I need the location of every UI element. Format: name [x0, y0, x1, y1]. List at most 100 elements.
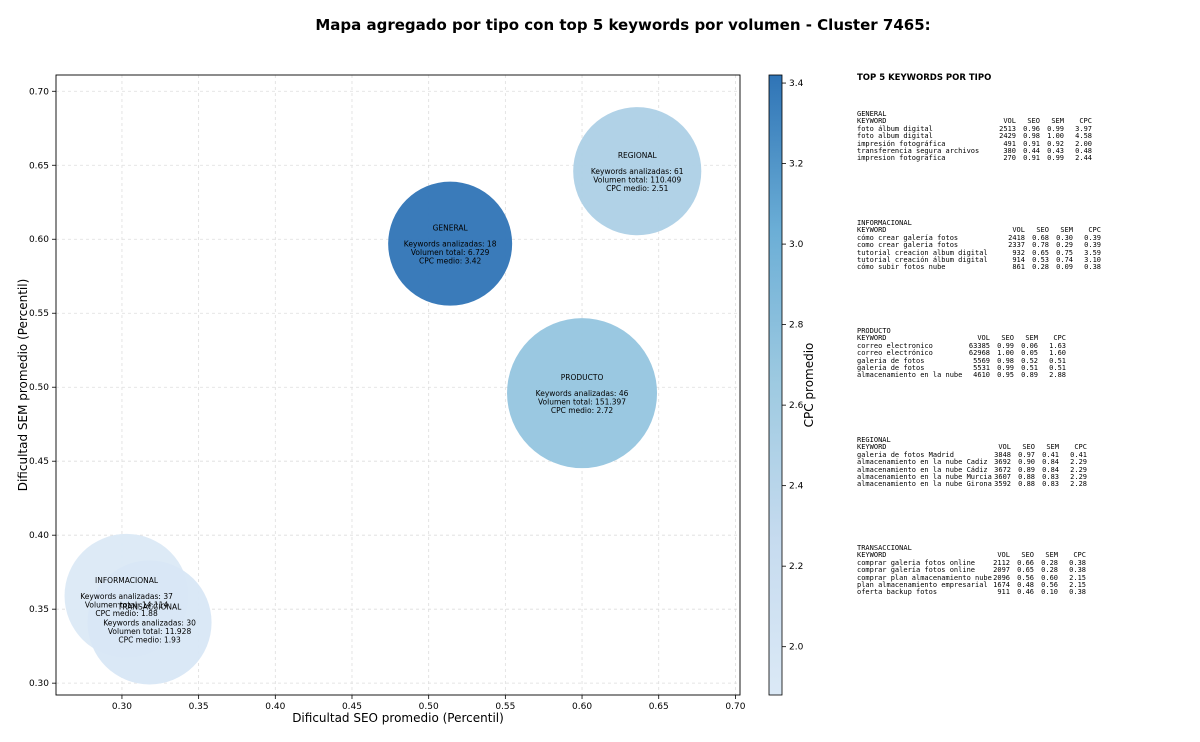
sem-cell: 0.05	[1021, 349, 1038, 358]
y-tick-label: 0.65	[29, 161, 49, 171]
cpc-cell: 2.29	[1070, 465, 1087, 474]
group-header-row: KEYWORD VOL SEO SEM CPC	[857, 334, 1066, 343]
seo-cell: 0.78	[1032, 241, 1049, 250]
keyword-row: impresion fotografica 270 0.91 0.99 2.44	[857, 154, 1092, 163]
seo-cell: 0.99	[997, 341, 1014, 350]
keyword-cell: KEYWORD	[857, 443, 887, 452]
keyword-cell: impresion fotografica	[857, 154, 946, 163]
sem-cell: SEM	[1060, 226, 1073, 235]
bubble-layer	[64, 107, 702, 685]
vol-cell: 3848	[994, 450, 1011, 459]
sem-cell: SEM	[1046, 443, 1059, 452]
colorbar-tick-label: 3.0	[789, 240, 804, 250]
plot-frame	[55, 74, 741, 696]
keyword-row: cómo crear galería fotos 2418 0.68 0.30 0.39	[857, 234, 1101, 242]
keyword-cell: oferta backup fotos	[857, 588, 938, 597]
sem-cell: SEM	[1051, 117, 1064, 126]
cpc-cell: CPC	[1074, 443, 1087, 452]
seo-cell: 0.89	[1018, 465, 1035, 474]
bubble-label-transaccional: TRANSACCIONAL	[117, 602, 182, 611]
vol-cell: 861	[1012, 263, 1025, 272]
keyword-row: galería de fotos 5531 0.99 0.51 0.51	[857, 364, 1066, 373]
y-tick-label: 0.30	[29, 679, 49, 689]
cpc-cell: 0.39	[1084, 241, 1101, 250]
keyword-cell: KEYWORD	[857, 334, 887, 343]
bubble-stat-producto: CPC medio: 2.72	[551, 406, 614, 415]
keyword-cell: correo electronico	[857, 341, 933, 350]
seo-cell: SEO	[1021, 551, 1034, 560]
group-header-row: KEYWORD VOL SEO SEM CPC	[857, 551, 1086, 560]
colorbar-tick-label: 2.4	[789, 482, 804, 492]
side-panel-title: TOP 5 KEYWORDS POR TIPO	[857, 73, 992, 83]
bubble-stat-informacional: Volumen total: 14.114	[85, 600, 169, 609]
y-tick-label: 0.60	[29, 235, 49, 245]
sem-cell: 0.10	[1041, 588, 1058, 597]
keyword-row: almacenamiento en la nube Girona 3592 0.88…	[857, 480, 1087, 489]
x-tick-label: 0.30	[112, 702, 132, 712]
keyword-cell: plan almacenamiento empresarial	[857, 581, 988, 590]
sem-cell: 0.75	[1056, 248, 1073, 257]
sem-cell: 0.99	[1047, 124, 1064, 133]
cpc-cell: CPC	[1088, 226, 1101, 235]
vol-cell: 911	[997, 588, 1010, 597]
keyword-cell: como crear galeria fotos	[857, 241, 959, 250]
keyword-cell: almacenamiento en la nube Girona	[857, 480, 992, 489]
vol-cell: 2097	[993, 566, 1010, 575]
vol-cell: VOL	[998, 443, 1011, 452]
bubble-stat-regional: CPC medio: 2.51	[606, 184, 669, 193]
cpc-cell: 0.38	[1084, 263, 1101, 272]
sem-cell: 0.56	[1041, 581, 1058, 590]
keyword-cell: almacenamiento en la nube Cadiz	[857, 458, 988, 467]
x-tick-label: 0.70	[725, 702, 745, 712]
seo-cell: SEO	[1036, 226, 1049, 235]
keyword-row: como crear galeria fotos 2337 0.78 0.29 0.39	[857, 241, 1101, 250]
cpc-cell: 0.38	[1069, 588, 1086, 597]
x-tick-label: 0.45	[342, 702, 362, 712]
bubble-regional	[573, 107, 702, 236]
vol-cell: 5531	[973, 364, 990, 373]
seo-cell: 0.90	[1018, 458, 1035, 467]
sem-cell: SEM	[1045, 551, 1058, 560]
y-tick-label: 0.55	[29, 309, 49, 319]
bubble-stat-general: Volumen total: 6.729	[411, 248, 490, 257]
x-tick-label: 0.60	[572, 702, 592, 712]
sem-cell: 0.92	[1047, 139, 1064, 148]
vol-cell: 2337	[1008, 241, 1025, 250]
y-tick-label: 0.70	[29, 87, 49, 97]
cpc-cell: 0.41	[1070, 450, 1087, 459]
sem-cell: 0.06	[1021, 341, 1038, 350]
x-tick-label: 0.55	[495, 702, 515, 712]
keyword-cell: correo electrónico	[857, 349, 933, 358]
seo-cell: 0.99	[997, 364, 1014, 373]
cpc-cell: 0.51	[1049, 356, 1066, 365]
vol-cell: 63385	[968, 341, 990, 350]
bubble-stat-producto: Volumen total: 151.397	[538, 398, 626, 407]
colorbar: 2.0 2.2 2.4 2.6 2.8 3.0 3.2 3.4 CPC promedio	[768, 74, 816, 696]
colorbar-tick-label: 2.0	[789, 643, 804, 653]
seo-cell: SEO	[1022, 443, 1035, 452]
group-header-row: KEYWORD VOL SEO SEM CPC	[857, 443, 1087, 452]
cpc-cell: CPC	[1079, 117, 1092, 126]
cpc-cell: 3.59	[1084, 248, 1101, 257]
colorbar-label: CPC promedio	[802, 343, 816, 428]
sem-cell: SEM	[1025, 334, 1038, 343]
keyword-group-informacional: INFORMACIONAL KEYWORD VOL SEO SEM CPC cómo cre…	[857, 219, 1101, 272]
cpc-cell: 0.48	[1075, 147, 1092, 156]
keyword-cell: almacenamiento en la nube Cádiz	[857, 465, 988, 474]
keyword-cell: almacenamiento en la nube Murcia	[857, 473, 992, 482]
sem-cell: 1.00	[1047, 132, 1064, 141]
keyword-row: almacenamiento en la nube Murcia 3607 0.88…	[857, 473, 1087, 482]
cpc-cell: 2.29	[1070, 458, 1087, 467]
cpc-cell: 1.60	[1049, 349, 1066, 358]
vol-cell: 3672	[994, 465, 1011, 474]
bubble-label-regional: REGIONAL	[618, 151, 658, 160]
sem-cell: 0.09	[1056, 263, 1073, 272]
keyword-cell: galeria de fotos	[857, 356, 925, 365]
vol-cell: 2112	[993, 558, 1010, 567]
vol-cell: 3592	[994, 480, 1011, 489]
sem-cell: 0.89	[1021, 371, 1038, 380]
cpc-cell: 1.63	[1049, 341, 1066, 350]
keyword-row: transferencia segura archivos 380 0.44 0.43…	[857, 147, 1092, 156]
sem-cell: 0.28	[1041, 566, 1058, 575]
